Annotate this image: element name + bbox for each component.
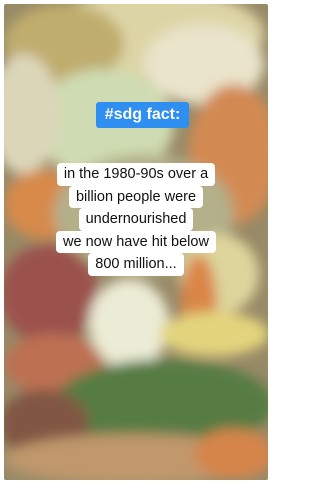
hashtag-label: #sdg fact: [96,102,189,128]
video-frame: #sdg fact: in the 1980-90s over a billio… [4,4,268,480]
page: #sdg fact: in the 1980-90s over a billio… [0,4,272,488]
caption-line: in the 1980-90s over a [57,163,215,186]
caption-line: we now have hit below [56,231,216,254]
caption-line: billion people were [69,186,203,209]
caption-line: undernourished [79,208,194,231]
caption-line: 800 million... [88,253,183,276]
caption: in the 1980-90s over a billion people we… [4,163,268,276]
